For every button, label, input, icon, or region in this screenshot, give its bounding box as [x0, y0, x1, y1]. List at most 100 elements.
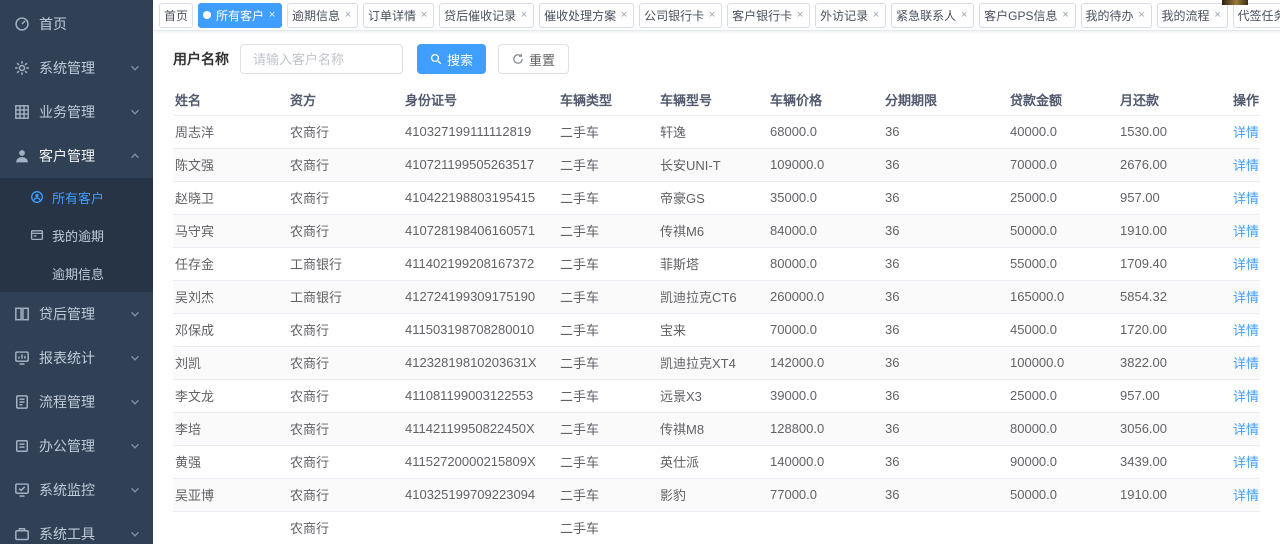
sidebar-item-1[interactable]: 系统管理 — [0, 46, 153, 90]
cell-id_number — [403, 511, 558, 544]
tab-label: 我的流程 — [1161, 8, 1210, 23]
tab-2[interactable]: 逾期信息 × — [287, 2, 359, 28]
cell-loan_amount: 100000.0 — [1008, 346, 1118, 380]
search-button[interactable]: 搜索 — [417, 44, 487, 74]
cell-installment_term: 36 — [883, 280, 1008, 314]
cell-action: 详情 — [1228, 247, 1260, 281]
column-header-vehicle_model: 车辆型号 — [658, 85, 768, 116]
detail-link[interactable]: 详情 — [1232, 158, 1259, 173]
detail-link[interactable]: 详情 — [1232, 455, 1259, 470]
sidebar-item-label: 办公管理 — [39, 438, 95, 454]
cell-id_number: 41232819810203631X — [403, 346, 558, 380]
customers-table: 姓名 资方 身份证号 车辆类型 车辆型号 车辆价格 分期期限 贷款金额 月还款 操作 周志洋 农商行… — [173, 85, 1260, 544]
close-icon[interactable]: × — [708, 8, 716, 21]
detail-link[interactable]: 详情 — [1232, 191, 1259, 206]
tab-9[interactable]: 紧急联系人 × — [891, 2, 975, 28]
table-row: 周志洋 农商行 410327199111112819 二手车 轩逸 68000.0 36 40… — [173, 115, 1260, 149]
tab-5[interactable]: 催收处理方案 × — [539, 2, 635, 28]
sidebar-item-label: 系统工具 — [39, 526, 95, 542]
tab-10[interactable]: 客户GPS信息 × — [979, 2, 1076, 28]
detail-link[interactable]: 详情 — [1232, 488, 1259, 503]
cell-funder: 工商银行 — [288, 280, 403, 314]
tab-8[interactable]: 外访记录 × — [815, 2, 887, 28]
chevron-down-icon — [129, 440, 141, 452]
cell-monthly_payment: 3439.00 — [1118, 445, 1228, 479]
cell-action: 详情 — [1228, 412, 1260, 446]
sidebar-subitem-0[interactable]: 所有客户 — [0, 178, 153, 216]
reset-button[interactable]: 重置 — [498, 44, 570, 74]
cell-loan_amount: 55000.0 — [1008, 247, 1118, 281]
reset-button-label: 重置 — [529, 52, 556, 68]
table-row: 赵晓卫 农商行 410422198803195415 二手车 帝豪GS 35000.0 36… — [173, 181, 1260, 215]
sidebar-menu: 首页 系统管理业务管理客户管理所有客户我的逾期 逾期信息 贷后管理 报表统计 流程管理办公… — [0, 2, 153, 544]
close-icon[interactable]: × — [872, 8, 880, 21]
close-icon[interactable]: × — [520, 8, 528, 21]
sidebar-item-7[interactable]: 办公管理 — [0, 424, 153, 468]
detail-link[interactable]: 详情 — [1232, 389, 1259, 404]
tab-13[interactable]: 代签任务× — [1232, 2, 1280, 28]
close-icon[interactable]: × — [420, 8, 428, 21]
chevron-down-icon — [129, 484, 141, 496]
close-icon[interactable]: × — [960, 8, 968, 21]
sidebar-subitem-2[interactable]: 逾期信息 — [0, 254, 153, 292]
cell-vehicle_price: 70000.0 — [768, 313, 883, 347]
close-icon[interactable]: × — [1062, 8, 1069, 21]
cell-action — [1228, 511, 1260, 544]
cell-vehicle_price: 109000.0 — [768, 148, 883, 182]
tab-label: 催收处理方案 — [544, 8, 617, 23]
tab-11[interactable]: 我的待办 × — [1080, 2, 1152, 28]
tab-6[interactable]: 公司银行卡 × — [639, 2, 723, 28]
detail-link[interactable]: 详情 — [1232, 356, 1259, 371]
sidebar-item-5[interactable]: 报表统计 — [0, 336, 153, 380]
cell-loan_amount: 50000.0 — [1008, 478, 1118, 512]
close-icon[interactable]: × — [268, 8, 276, 21]
tab-4[interactable]: 贷后催收记录 × — [439, 2, 535, 28]
detail-link[interactable]: 详情 — [1232, 290, 1259, 305]
cell-action: 详情 — [1228, 313, 1260, 347]
sidebar-item-4[interactable]: 贷后管理 — [0, 292, 153, 336]
tab-0[interactable]: 首页 — [159, 2, 194, 28]
close-icon[interactable]: × — [620, 8, 628, 21]
tab-1[interactable]: 所有客户 × — [198, 2, 283, 28]
close-icon[interactable]: × — [796, 8, 804, 21]
sidebar-item-0[interactable]: 首页 — [0, 2, 153, 46]
detail-link[interactable]: 详情 — [1232, 422, 1259, 437]
sidebar-subitem-1[interactable]: 我的逾期 — [0, 216, 153, 254]
detail-link[interactable]: 详情 — [1232, 125, 1259, 140]
sidebar-item-label: 客户管理 — [39, 148, 95, 164]
sidebar-item-9[interactable]: 系统工具 — [0, 512, 153, 544]
cell-loan_amount: 40000.0 — [1008, 115, 1118, 149]
cell-loan_amount: 80000.0 — [1008, 412, 1118, 446]
cell-monthly_payment: 1910.00 — [1118, 478, 1228, 512]
tab-12[interactable]: 我的流程 × — [1156, 2, 1228, 28]
cell-installment_term: 36 — [883, 379, 1008, 413]
sidebar-item-label: 业务管理 — [39, 104, 95, 120]
sidebar-subitem-label: 所有客户 — [52, 190, 105, 206]
tab-label: 贷后催收记录 — [444, 8, 517, 23]
cell-installment_term: 36 — [883, 148, 1008, 182]
sidebar-item-3[interactable]: 客户管理 — [0, 134, 153, 178]
cell-vehicle_type: 二手车 — [558, 412, 658, 446]
cell-vehicle_type: 二手车 — [558, 148, 658, 182]
tab-7[interactable]: 客户银行卡 × — [727, 2, 811, 28]
cell-installment_term: 36 — [883, 181, 1008, 215]
main-area: 首页 所有客户 × 逾期信息 × 订单详情 × 贷后催收记录 × 催收处理方案 × 公司银行卡 × 客户银… — [153, 0, 1280, 544]
search-input[interactable] — [240, 44, 403, 74]
sidebar-item-2[interactable]: 业务管理 — [0, 90, 153, 134]
cell-vehicle_price: 39000.0 — [768, 379, 883, 413]
close-icon[interactable]: × — [344, 8, 352, 21]
cell-funder: 农商行 — [288, 115, 403, 149]
cell-vehicle_price: 142000.0 — [768, 346, 883, 380]
detail-link[interactable]: 详情 — [1232, 257, 1259, 272]
cell-monthly_payment — [1118, 511, 1228, 544]
detail-link[interactable]: 详情 — [1232, 323, 1259, 338]
sidebar-item-6[interactable]: 流程管理 — [0, 380, 153, 424]
cell-action: 详情 — [1228, 181, 1260, 215]
table-row: 黄强 农商行 41152720000215809X 二手车 英仕派 140000.0 36 9… — [173, 445, 1260, 479]
cell-installment_term: 36 — [883, 346, 1008, 380]
close-icon[interactable]: × — [1214, 8, 1221, 21]
tab-3[interactable]: 订单详情 × — [363, 2, 435, 28]
sidebar-item-8[interactable]: 系统监控 — [0, 468, 153, 512]
detail-link[interactable]: 详情 — [1232, 224, 1259, 239]
close-icon[interactable]: × — [1138, 8, 1145, 21]
